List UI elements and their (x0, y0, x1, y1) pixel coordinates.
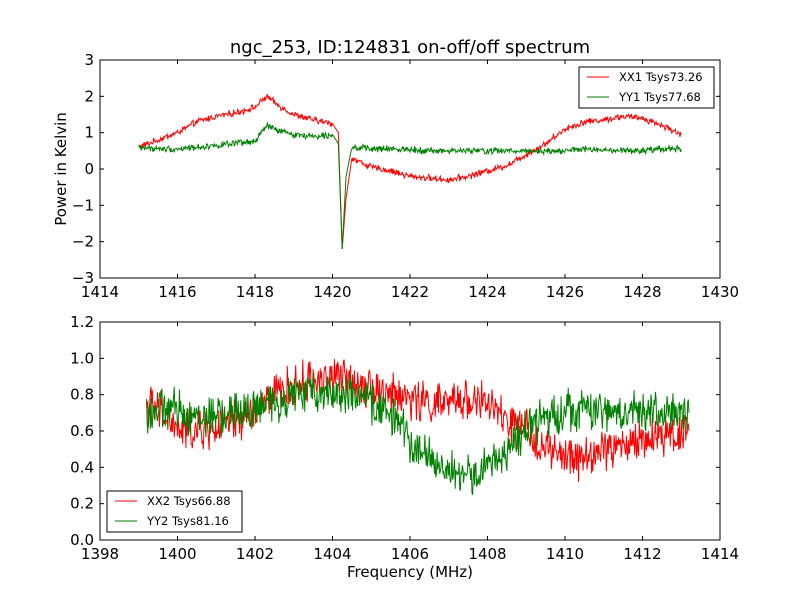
bottom-y-tick-label: 0.0 (70, 531, 94, 549)
top-x-tick-label: 1428 (623, 283, 661, 301)
top-legend: XX1 Tsys73.26 YY1 Tsys77.68 (578, 66, 715, 109)
top-series-line-2 (138, 121, 682, 249)
bottom-legend: XX2 Tsys66.88 YY2 Tsys81.16 (106, 490, 243, 533)
top-series-line-1 (138, 93, 682, 249)
bottom-x-tick-label: 1410 (546, 545, 584, 563)
top-y-tick-label: 1 (84, 124, 94, 142)
bottom-y-tick-label: 1.2 (70, 313, 94, 331)
bottom-x-tick-label: 1404 (313, 545, 351, 563)
bottom-series-line-2 (146, 372, 690, 495)
bottom-y-tick-label: 1.0 (70, 349, 94, 367)
bottom-x-tick-label: 1406 (391, 545, 429, 563)
top-x-tick-label: 1422 (391, 283, 429, 301)
top-x-tick-label: 1426 (546, 283, 584, 301)
bottom-x-axis-label: Frequency (MHz) (347, 563, 473, 581)
top-x-tick-label: 1420 (313, 283, 351, 301)
top-x-tick-label: 1430 (701, 283, 739, 301)
top-chart-title: ngc_253, ID:124831 on-off/off spectrum (230, 37, 590, 58)
top-x-tick-label: 1424 (468, 283, 506, 301)
top-legend-label-1: XX1 Tsys73.26 (619, 70, 703, 84)
top-y-tick-label: 3 (84, 51, 94, 69)
bottom-legend-label-2: YY2 Tsys81.16 (146, 514, 229, 528)
top-y-tick-label: −2 (72, 233, 94, 251)
bottom-x-tick-label: 1400 (158, 545, 196, 563)
bottom-x-tick-label: 1398 (81, 545, 119, 563)
bottom-x-tick-label: 1402 (236, 545, 274, 563)
bottom-x-tick-label: 1412 (623, 545, 661, 563)
top-x-tick-label: 1414 (81, 283, 119, 301)
top-y-tick-label: −3 (72, 269, 94, 287)
top-legend-label-2: YY1 Tsys77.68 (618, 90, 701, 104)
top-y-tick-label: 2 (84, 87, 94, 105)
top-y-tick-label: 0 (84, 160, 94, 178)
bottom-x-tick-label: 1414 (701, 545, 739, 563)
top-legend-box (578, 66, 715, 109)
top-x-tick-label: 1418 (236, 283, 274, 301)
bottom-y-tick-label: 0.8 (70, 386, 94, 404)
bottom-chart: 1398 1400 1402 1404 1406 1408 1410 1412 1414 0.0 0… (70, 313, 739, 581)
bottom-y-tick-label: 0.2 (70, 495, 94, 513)
bottom-series-line-1 (146, 359, 690, 483)
top-y-axis-label: Power in Kelvin (52, 112, 70, 226)
bottom-plot-lines (146, 359, 690, 495)
bottom-y-tick-label: 0.4 (70, 458, 94, 476)
top-axis-ticks: 1414 1416 1418 1420 1422 1424 1426 1428 1430 −3 −2… (72, 51, 739, 301)
bottom-axis-ticks: 1398 1400 1402 1404 1406 1408 1410 1412 1414 0.0 0… (70, 313, 739, 563)
bottom-legend-box (106, 490, 243, 533)
top-chart: 1414 1416 1418 1420 1422 1424 1426 1428 1430 −3 −2… (52, 51, 739, 301)
top-plot-lines (138, 93, 682, 249)
bottom-y-tick-label: 0.6 (70, 422, 94, 440)
top-x-tick-label: 1416 (158, 283, 196, 301)
top-y-tick-label: −1 (72, 196, 94, 214)
bottom-x-tick-label: 1408 (468, 545, 506, 563)
bottom-legend-label-1: XX2 Tsys66.88 (147, 494, 231, 508)
